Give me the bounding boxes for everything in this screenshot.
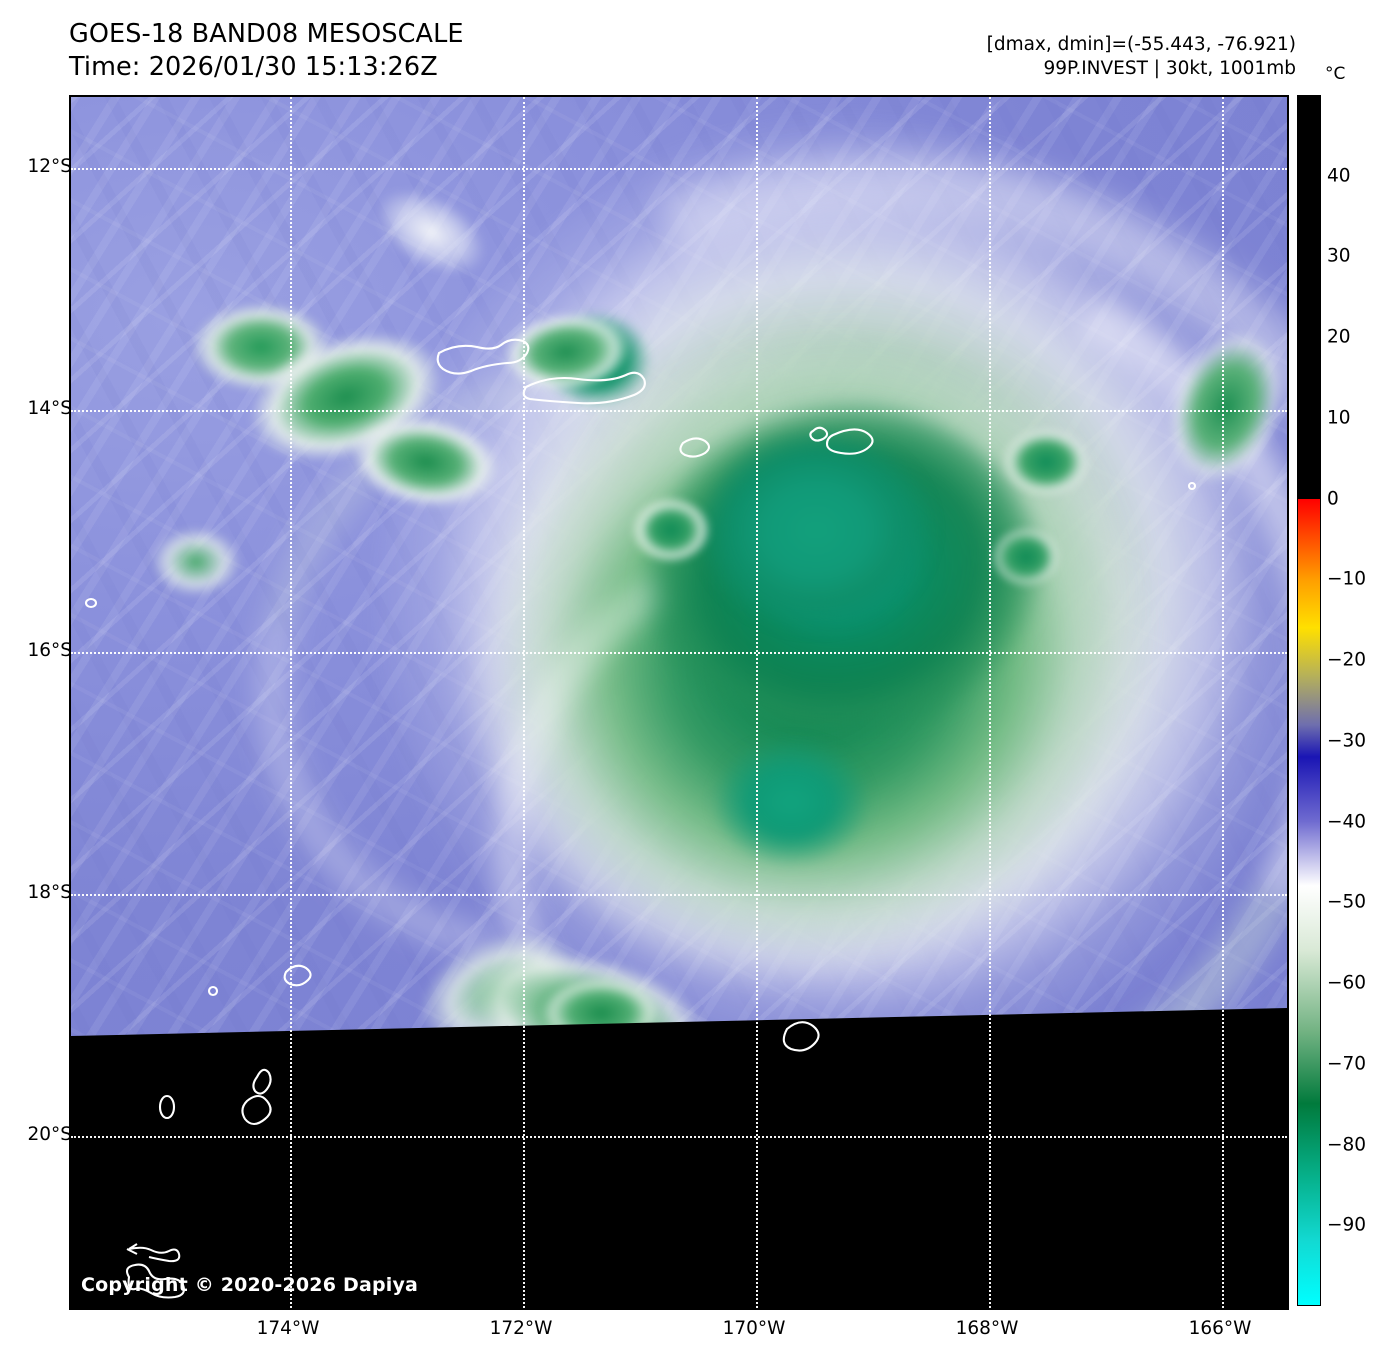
- island-coastline-small-c: [84, 597, 98, 609]
- convective-cell: [991, 527, 1061, 587]
- colorbar-tick-neg10: −10: [1327, 568, 1367, 590]
- scan-edge-no-data-region: [71, 1008, 1287, 1308]
- metadata-block: [dmax, dmin]=(-55.443, -76.921) 99P.INVE…: [987, 33, 1296, 82]
- island-coastline-tutuila: [825, 428, 874, 455]
- xtick-label-168w: 168°W: [955, 1318, 1019, 1339]
- gridline-lat-18s: [71, 894, 1287, 896]
- gridline-lat-14s: [71, 410, 1287, 412]
- colorbar-tick-labels: 40 30 20 10 0 −10 −20 −30 −40 −50 −60 −70 −80 −90: [1327, 95, 1387, 1306]
- island-coastline-small-a: [679, 437, 711, 458]
- ytick-label-18s: 18°S: [27, 882, 72, 903]
- xtick-label-170w: 170°W: [722, 1318, 786, 1339]
- gridline-lat-16s: [71, 652, 1287, 654]
- colorbar-tick-20: 20: [1327, 326, 1351, 348]
- gridline-lat-12s: [71, 168, 1287, 170]
- island-coastline-small-e: [207, 985, 219, 997]
- storm-info-label: 99P.INVEST | 30kt, 1001mb: [1043, 58, 1297, 80]
- page-title: GOES-18 BAND08 MESOSCALE: [69, 19, 464, 49]
- colorbar-tick-neg80: −80: [1327, 1134, 1367, 1156]
- ytick-label-20s: 20°S: [27, 1124, 72, 1145]
- ytick-label-14s: 14°S: [27, 398, 72, 419]
- gridline-lon-166w: [1222, 97, 1224, 1308]
- gridline-lat-20s: [71, 1136, 1287, 1138]
- colorbar-tick-neg70: −70: [1327, 1053, 1367, 1075]
- island-coastline-small-b: [1187, 481, 1197, 491]
- colorbar-tick-10: 10: [1327, 407, 1351, 429]
- convective-cell: [631, 497, 711, 563]
- island-coastline-night-c: [241, 1094, 272, 1126]
- island-coastline-small-d: [283, 964, 312, 987]
- ytick-label-16s: 16°S: [27, 640, 72, 661]
- ytick-label-12s: 12°S: [27, 156, 72, 177]
- colorbar-tick-neg30: −30: [1327, 730, 1367, 752]
- coastline-overlay: [84, 338, 1197, 1299]
- convective-cell: [151, 527, 241, 597]
- timestamp-label: Time: 2026/01/30 15:13:26Z: [69, 52, 438, 83]
- colorbar-tick-neg60: −60: [1327, 972, 1367, 994]
- island-coastline-niue: [782, 1021, 820, 1052]
- colorbar-gradient: [1298, 96, 1320, 1305]
- colorbar-tick-neg90: −90: [1327, 1214, 1367, 1236]
- copyright-label: Copyright © 2020-2026 Dapiya: [81, 1274, 419, 1296]
- island-coastline-tutuila-dot: [809, 426, 829, 442]
- xtick-label-172w: 172°W: [489, 1318, 553, 1339]
- island-coastline-upolu: [436, 338, 530, 375]
- satellite-image-plot: Copyright © 2020-2026 Dapiya: [69, 95, 1289, 1310]
- colorbar-tick-40: 40: [1327, 165, 1351, 187]
- gridline-lon-168w: [989, 97, 991, 1308]
- xtick-label-174w: 174°W: [256, 1318, 320, 1339]
- gridline-lon-172w: [523, 97, 525, 1308]
- coastline-logo-icon: [126, 1243, 181, 1263]
- colorbar-unit-label: °C: [1325, 64, 1346, 84]
- gridline-lon-174w: [290, 97, 292, 1308]
- colorbar-tick-0: 0: [1327, 488, 1339, 510]
- island-coastline-savaii: [522, 371, 646, 405]
- chart-title-block: GOES-18 BAND08 MESOSCALE Time: 2026/01/3…: [69, 18, 464, 84]
- gridline-lon-170w: [756, 97, 758, 1308]
- colorbar-tick-neg40: −40: [1327, 811, 1367, 833]
- graticule-overlay: [71, 97, 1287, 1308]
- island-coastline-night-a: [158, 1094, 176, 1120]
- dmax-dmin-label: [dmax, dmin]=(-55.443, -76.921): [986, 34, 1296, 55]
- xtick-label-166w: 166°W: [1188, 1318, 1252, 1339]
- colorbar-tick-30: 30: [1327, 245, 1351, 267]
- cold-cloud-top-north: [696, 427, 946, 642]
- colorbar-tick-neg20: −20: [1327, 649, 1367, 671]
- island-coastline-night-b: [252, 1068, 272, 1095]
- convective-cell: [1001, 427, 1091, 497]
- satellite-image-canvas: Copyright © 2020-2026 Dapiya: [71, 97, 1287, 1308]
- cold-cloud-top-south: [711, 737, 871, 867]
- island-coastline-night-d: [125, 1263, 186, 1299]
- temperature-colorbar: [1297, 95, 1321, 1306]
- colorbar-tick-neg50: −50: [1327, 891, 1367, 913]
